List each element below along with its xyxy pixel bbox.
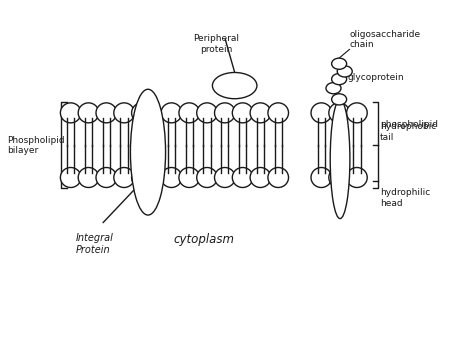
Text: Peripheral
protein: Peripheral protein (193, 34, 239, 54)
Ellipse shape (78, 103, 99, 123)
Ellipse shape (132, 103, 152, 123)
Ellipse shape (212, 72, 257, 99)
Ellipse shape (60, 168, 81, 187)
Ellipse shape (179, 103, 200, 123)
Ellipse shape (329, 103, 349, 123)
Text: Phospholipid
bilayer: Phospholipid bilayer (8, 136, 65, 155)
Text: hydrophobic
tail: hydrophobic tail (380, 122, 436, 142)
Ellipse shape (114, 168, 135, 187)
Ellipse shape (311, 103, 332, 123)
Ellipse shape (215, 168, 235, 187)
Ellipse shape (130, 89, 165, 215)
Circle shape (337, 66, 352, 77)
Ellipse shape (215, 103, 235, 123)
Ellipse shape (60, 103, 81, 123)
Ellipse shape (311, 168, 332, 187)
Text: phospholipid: phospholipid (380, 120, 438, 129)
Ellipse shape (330, 100, 350, 219)
Circle shape (326, 83, 341, 94)
Ellipse shape (268, 103, 289, 123)
Ellipse shape (161, 168, 182, 187)
Ellipse shape (232, 103, 253, 123)
Text: glycoprotein: glycoprotein (347, 73, 404, 82)
Ellipse shape (96, 168, 117, 187)
Text: hydrophilic
head: hydrophilic head (380, 189, 430, 208)
Ellipse shape (96, 103, 117, 123)
Ellipse shape (78, 168, 99, 187)
Circle shape (332, 94, 346, 105)
Ellipse shape (268, 168, 289, 187)
Ellipse shape (114, 103, 135, 123)
Circle shape (332, 73, 346, 85)
Ellipse shape (329, 168, 349, 187)
Ellipse shape (132, 168, 152, 187)
Ellipse shape (250, 168, 271, 187)
Ellipse shape (161, 103, 182, 123)
Ellipse shape (179, 168, 200, 187)
Ellipse shape (346, 168, 367, 187)
Circle shape (332, 58, 346, 69)
Text: oligosaccharide
chain: oligosaccharide chain (349, 30, 420, 49)
Ellipse shape (197, 103, 217, 123)
Ellipse shape (197, 168, 217, 187)
Text: Integral
Protein: Integral Protein (75, 233, 113, 255)
Text: cytoplasm: cytoplasm (173, 233, 235, 246)
Ellipse shape (232, 168, 253, 187)
Ellipse shape (346, 103, 367, 123)
Ellipse shape (250, 103, 271, 123)
